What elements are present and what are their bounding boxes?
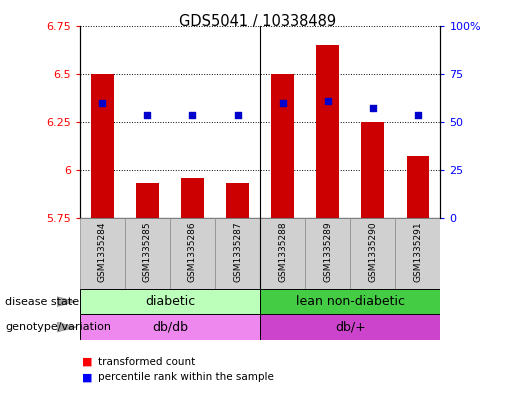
Polygon shape	[57, 322, 76, 332]
Text: GSM1335284: GSM1335284	[98, 222, 107, 282]
Point	[369, 105, 377, 112]
Text: diabetic: diabetic	[145, 295, 195, 308]
Point	[98, 99, 107, 106]
Point	[323, 97, 332, 104]
Bar	[80, 314, 260, 340]
Text: lean non-diabetic: lean non-diabetic	[296, 295, 405, 308]
Text: GSM1335291: GSM1335291	[414, 222, 422, 282]
Point	[233, 112, 242, 118]
Point	[143, 112, 151, 118]
Bar	[215, 218, 260, 289]
Text: GDS5041 / 10338489: GDS5041 / 10338489	[179, 14, 336, 29]
Bar	[396, 218, 440, 289]
Text: GSM1335289: GSM1335289	[323, 222, 332, 282]
Text: db/+: db/+	[335, 321, 366, 334]
Bar	[91, 73, 114, 218]
Text: GSM1335288: GSM1335288	[278, 222, 287, 282]
Bar	[362, 122, 384, 218]
Bar	[316, 45, 339, 218]
Point	[279, 99, 287, 106]
Bar	[305, 218, 350, 289]
Point	[414, 112, 422, 118]
Text: genotype/variation: genotype/variation	[5, 322, 111, 332]
Text: GSM1335286: GSM1335286	[188, 222, 197, 282]
Bar	[125, 218, 170, 289]
Text: percentile rank within the sample: percentile rank within the sample	[98, 372, 274, 382]
Text: GSM1335287: GSM1335287	[233, 222, 242, 282]
Text: transformed count: transformed count	[98, 356, 195, 367]
Bar	[260, 218, 305, 289]
Bar	[181, 178, 204, 218]
Polygon shape	[57, 297, 76, 307]
Text: ■: ■	[82, 372, 93, 382]
Bar	[80, 218, 125, 289]
Bar	[136, 184, 159, 218]
Bar	[406, 156, 429, 218]
Bar	[260, 314, 440, 340]
Text: ■: ■	[82, 356, 93, 367]
Text: disease state: disease state	[5, 297, 79, 307]
Bar	[350, 218, 396, 289]
Text: db/db: db/db	[152, 321, 188, 334]
Bar	[260, 289, 440, 314]
Bar	[226, 184, 249, 218]
Point	[188, 112, 197, 118]
Text: GSM1335285: GSM1335285	[143, 222, 152, 282]
Bar	[271, 73, 294, 218]
Bar	[170, 218, 215, 289]
Text: GSM1335290: GSM1335290	[368, 222, 377, 282]
Bar	[80, 289, 260, 314]
